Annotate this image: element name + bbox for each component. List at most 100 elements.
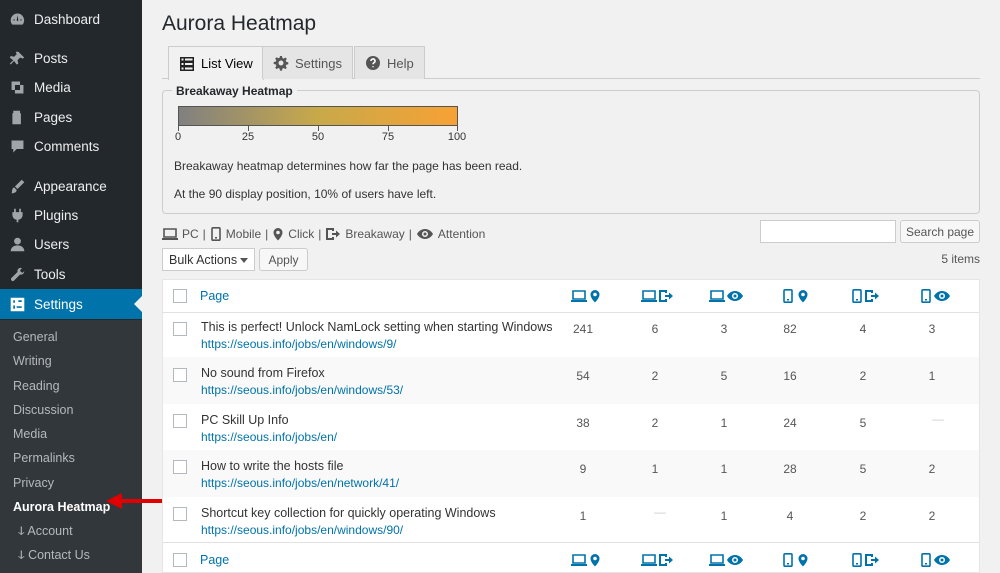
search-page-button[interactable]: Search page <box>900 220 980 243</box>
help-icon <box>366 56 380 70</box>
tab-label: List View <box>201 56 253 71</box>
menu-comments[interactable]: Comments <box>0 131 142 161</box>
pc-breakaway-icon <box>641 554 673 566</box>
submenu-account[interactable]: ↆ Account <box>18 524 73 538</box>
submenu-contact-us[interactable]: ↆ Contact Us <box>18 548 90 562</box>
submenu-general[interactable]: General <box>13 330 58 344</box>
value-mobile-breakaway: 4 <box>859 322 867 336</box>
tab-settings[interactable]: Settings <box>262 46 353 79</box>
column-mobile-attention[interactable] <box>920 289 952 303</box>
heatmap-gradient-bar <box>178 106 458 126</box>
comments-icon <box>0 138 34 155</box>
apply-button[interactable]: Apply <box>259 248 308 271</box>
submenu-privacy[interactable]: Privacy <box>13 476 54 490</box>
tab-help[interactable]: Help <box>354 46 425 79</box>
value-mobile-breakaway: 5 <box>859 462 867 476</box>
breakaway-icon <box>326 228 341 240</box>
submenu-media[interactable]: Media <box>13 427 48 441</box>
value-pc-attention: 1 <box>720 462 728 476</box>
menu-appearance[interactable]: Appearance <box>0 171 142 201</box>
column-page[interactable]: Page <box>200 553 230 567</box>
row-url[interactable]: https://seous.info/jobs/en/windows/90/ <box>201 523 404 537</box>
scale-label: 25 <box>241 131 255 143</box>
submenu-discussion[interactable]: Discussion <box>13 403 74 417</box>
column-pc-attention[interactable] <box>709 289 745 303</box>
value-pc-attention: 1 <box>720 416 728 430</box>
value-pc-click: 9 <box>579 462 587 476</box>
menu-label: Settings <box>34 296 83 312</box>
select-all-checkbox[interactable] <box>173 289 187 303</box>
pc-click-icon <box>571 554 600 567</box>
row-title: This is perfect! Unlock NamLock setting … <box>201 320 553 334</box>
table-row: How to write the hosts file https://seou… <box>163 450 979 497</box>
scale-label: 75 <box>381 131 395 143</box>
select-all-checkbox[interactable] <box>173 553 187 567</box>
column-mobile-breakaway[interactable] <box>851 553 881 567</box>
row-url[interactable]: https://seous.info/jobs/en/network/41/ <box>201 476 400 490</box>
brush-icon <box>0 178 34 195</box>
row-checkbox[interactable] <box>173 368 187 382</box>
scale-tick <box>388 126 389 131</box>
legend-attention: Attention <box>416 227 485 241</box>
menu-label: Tools <box>34 266 66 282</box>
tab-label: Settings <box>295 55 342 71</box>
menu-posts[interactable]: Posts <box>0 43 142 73</box>
column-mobile-breakaway[interactable] <box>851 289 881 303</box>
mobile-attention-icon <box>921 289 950 303</box>
submenu-reading[interactable]: Reading <box>13 379 60 393</box>
menu-pages[interactable]: Pages <box>0 102 142 132</box>
menu-users[interactable]: Users <box>0 229 142 259</box>
scale-label: 100 <box>447 131 467 143</box>
row-checkbox[interactable] <box>173 507 187 521</box>
table-footer: Page <box>163 544 979 573</box>
menu-dashboard[interactable]: Dashboard <box>0 4 142 34</box>
scale-tick <box>178 126 179 131</box>
pc-breakaway-icon <box>641 290 673 302</box>
menu-plugins[interactable]: Plugins <box>0 200 142 230</box>
tab-list-view[interactable]: List View <box>168 46 264 80</box>
column-mobile-click[interactable] <box>782 553 810 567</box>
wrench-icon <box>0 266 34 283</box>
search-page-input[interactable] <box>760 220 896 243</box>
row-checkbox[interactable] <box>173 322 187 336</box>
submenu-permalinks[interactable]: Permalinks <box>13 451 75 465</box>
row-title: No sound from Firefox <box>201 366 325 380</box>
row-checkbox[interactable] <box>173 414 187 428</box>
menu-settings[interactable]: Settings <box>0 289 142 319</box>
bulk-actions-select[interactable]: Bulk Actions <box>162 248 255 271</box>
column-pc-attention[interactable] <box>709 553 745 567</box>
column-pc-breakaway[interactable] <box>641 289 675 303</box>
column-pc-click[interactable] <box>571 553 601 567</box>
icon-legend: PC | Mobile | Click | Breakaway | Attent… <box>162 227 485 241</box>
chevron-down-icon <box>240 258 248 263</box>
gear-icon <box>273 56 289 71</box>
scale-tick <box>457 126 458 131</box>
menu-tools[interactable]: Tools <box>0 259 142 289</box>
row-title: Shortcut key collection for quickly oper… <box>201 506 496 520</box>
column-pc-click[interactable] <box>571 289 601 303</box>
value-pc-click: 54 <box>576 369 590 383</box>
mobile-icon <box>210 227 221 241</box>
row-url[interactable]: https://seous.info/jobs/en/windows/53/ <box>201 383 404 397</box>
value-mobile-click: 82 <box>783 322 797 336</box>
row-url[interactable]: https://seous.info/jobs/en/windows/9/ <box>201 337 397 351</box>
pc-attention-icon <box>709 290 743 302</box>
legend-click: Click <box>272 227 314 241</box>
column-page[interactable]: Page <box>200 289 230 303</box>
row-url[interactable]: https://seous.info/jobs/en/ <box>201 430 338 444</box>
column-mobile-attention[interactable] <box>920 553 952 567</box>
eye-icon <box>416 229 433 239</box>
value-mobile-breakaway: 2 <box>859 369 867 383</box>
plugins-icon <box>0 207 34 224</box>
column-pc-breakaway[interactable] <box>641 553 675 567</box>
row-checkbox[interactable] <box>173 460 187 474</box>
column-mobile-click[interactable] <box>782 289 810 303</box>
submenu-writing[interactable]: Writing <box>13 354 52 368</box>
value-pc-attention: 1 <box>720 509 728 523</box>
value-mobile-breakaway: 5 <box>859 416 867 430</box>
table-row: This is perfect! Unlock NamLock setting … <box>163 313 979 357</box>
users-icon <box>0 236 34 253</box>
submenu-aurora-heatmap[interactable]: Aurora Heatmap <box>13 500 111 514</box>
menu-media[interactable]: Media <box>0 72 142 102</box>
mobile-breakaway-icon <box>852 289 879 303</box>
